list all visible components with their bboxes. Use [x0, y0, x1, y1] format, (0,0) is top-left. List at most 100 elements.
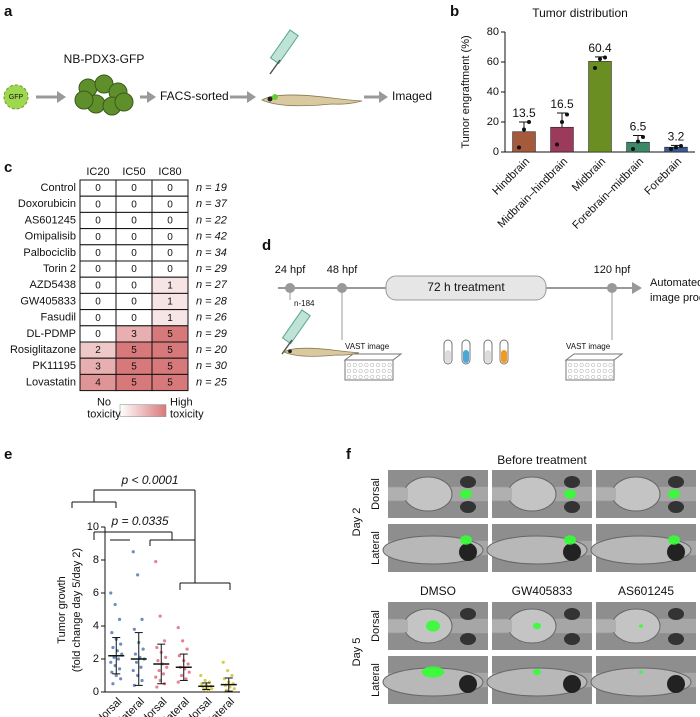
- cell-value: 0: [131, 232, 137, 243]
- data-point: [141, 647, 145, 651]
- n-label: n = 19: [196, 182, 227, 194]
- cell-value: 0: [131, 313, 137, 324]
- well: [602, 362, 607, 368]
- eye: [668, 633, 684, 645]
- data-point: [112, 655, 116, 659]
- data-point: [179, 673, 184, 678]
- cell-value: 0: [167, 264, 173, 275]
- cell-value: 1: [167, 313, 173, 324]
- section-title: Before treatment: [497, 453, 587, 467]
- row-label: Control: [41, 182, 76, 194]
- syringe: [281, 309, 311, 345]
- y-tick-label: 0: [93, 686, 99, 698]
- data-point: [132, 683, 136, 688]
- well: [579, 362, 584, 368]
- well: [358, 362, 363, 368]
- embryo: [611, 608, 661, 644]
- well: [381, 368, 386, 374]
- data-point: [221, 660, 225, 664]
- data-point: [111, 682, 115, 686]
- cell-value: 0: [95, 297, 101, 308]
- x-tick-label: Forebrain–midbrain: [570, 156, 646, 232]
- vast-label: VAST image: [566, 342, 611, 351]
- fish-eye: [288, 349, 292, 354]
- data-point: [133, 652, 138, 656]
- cell-value: 0: [131, 199, 137, 210]
- end-label: Imaged: [392, 89, 432, 103]
- data-point: [176, 626, 180, 630]
- legend-gradient: [119, 404, 167, 417]
- cell-value: 2: [95, 345, 101, 356]
- tumor: [460, 535, 472, 545]
- data-point: [113, 602, 117, 607]
- data-point: [119, 677, 123, 681]
- data-point: [155, 685, 159, 689]
- panel-label: a: [4, 3, 13, 20]
- tumor: [639, 624, 643, 628]
- treatment-label: GW405833: [512, 584, 573, 598]
- body: [596, 488, 616, 500]
- eye: [564, 633, 580, 645]
- data-point: [110, 670, 114, 674]
- view-label: Dorsal: [370, 610, 382, 642]
- panel-label: b: [450, 3, 459, 20]
- cell-value: 0: [131, 297, 137, 308]
- vast-label: VAST image: [345, 342, 390, 351]
- data-point: [154, 675, 158, 679]
- data-point: [177, 654, 181, 658]
- value-label: 13.5: [512, 106, 536, 120]
- view-label: Lateral: [370, 663, 382, 697]
- data-point: [119, 642, 123, 646]
- data-point: [109, 660, 113, 664]
- data-point: [555, 142, 559, 147]
- well: [346, 362, 352, 368]
- data-point: [522, 127, 526, 132]
- arrow-head: [147, 91, 156, 103]
- well: [375, 362, 381, 368]
- row-label: Doxorubicin: [18, 198, 76, 210]
- data-point: [109, 591, 113, 595]
- row-label: AZD5438: [30, 279, 76, 291]
- tube-fill: [463, 350, 469, 363]
- well: [370, 362, 375, 368]
- data-point: [140, 617, 144, 622]
- n-label: n = 26: [196, 312, 228, 324]
- well: [375, 374, 381, 380]
- data-point: [631, 147, 635, 151]
- data-point: [593, 66, 597, 70]
- eye: [563, 543, 581, 561]
- row-label: AS601245: [25, 214, 76, 226]
- cell-value: 0: [95, 264, 101, 275]
- row-label: GW405833: [20, 295, 76, 307]
- well: [596, 368, 602, 374]
- treatment-label: DMSO: [420, 584, 456, 598]
- well: [591, 374, 596, 380]
- n-label: n = 28: [196, 295, 228, 307]
- eye: [459, 675, 477, 693]
- cell-value: 0: [95, 232, 101, 243]
- needle: [281, 339, 293, 355]
- well: [591, 362, 596, 368]
- cell-value: 5: [131, 345, 137, 356]
- y-tick-label: 2: [93, 653, 99, 665]
- x-tick-label: Midbrain–hindbrain: [496, 156, 571, 231]
- well: [567, 368, 573, 374]
- view-label: Lateral: [370, 531, 382, 565]
- bar: [588, 61, 612, 153]
- data-point: [140, 678, 144, 683]
- data-point: [517, 145, 521, 150]
- data-point: [117, 667, 122, 671]
- well: [387, 362, 392, 368]
- well: [364, 374, 369, 380]
- data-point: [679, 144, 683, 148]
- cell: [74, 90, 94, 110]
- cell-value: 0: [167, 248, 173, 259]
- data-point: [139, 665, 143, 669]
- well: [370, 374, 375, 380]
- cell-value: 0: [131, 280, 137, 291]
- embryo: [486, 667, 588, 697]
- n-label: n = 42: [196, 231, 227, 243]
- well: [573, 368, 578, 374]
- data-point: [210, 687, 214, 691]
- row-label: Fasudil: [41, 312, 76, 324]
